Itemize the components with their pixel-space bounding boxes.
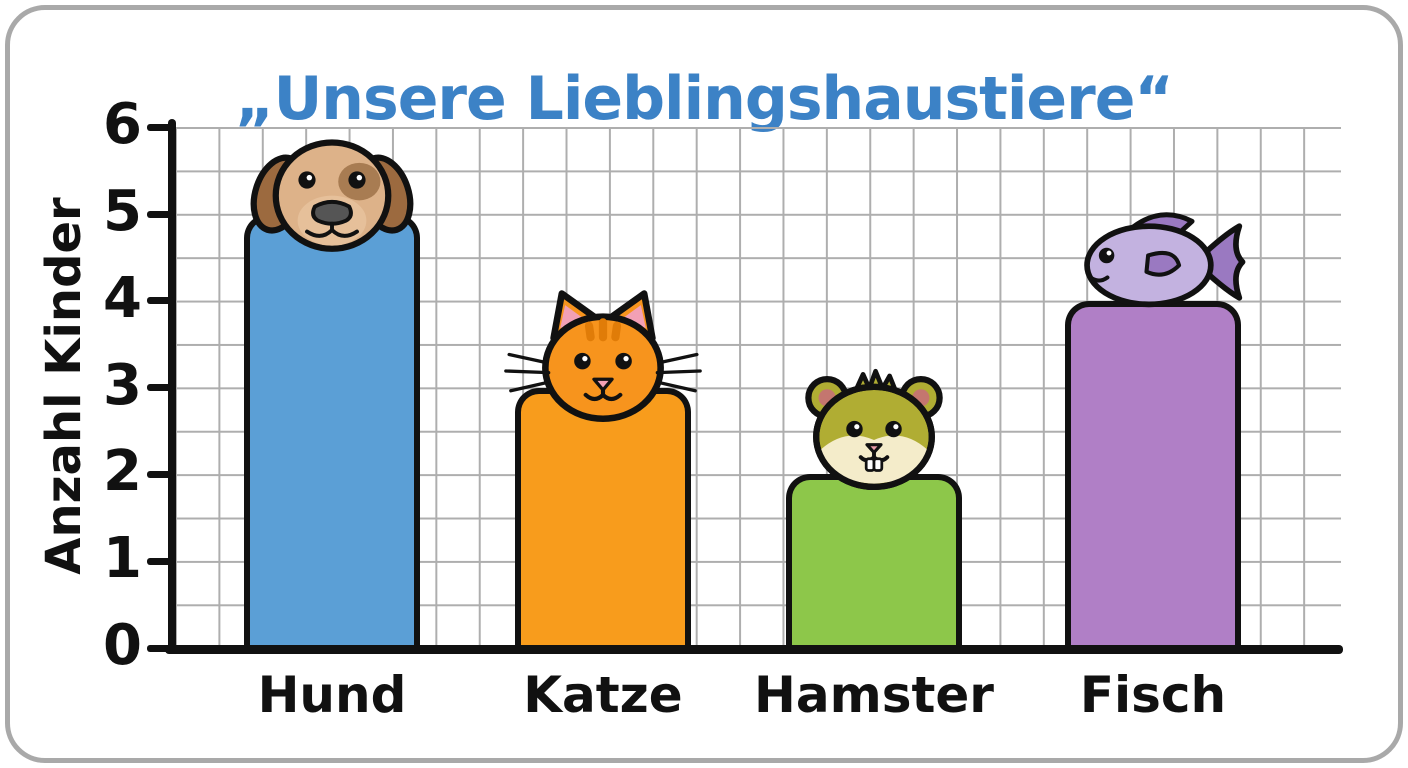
x-label-hund: Hund bbox=[257, 666, 407, 724]
chart-title: „Unsere Lieblingshaustiere“ bbox=[235, 64, 1174, 135]
y-tick-label-1: 1 bbox=[103, 526, 142, 592]
y-tick-4 bbox=[147, 297, 175, 305]
hamster-icon-holder bbox=[788, 365, 960, 490]
cat-icon-holder bbox=[504, 287, 702, 427]
dog-icon-holder bbox=[246, 130, 418, 255]
y-tick-6 bbox=[147, 123, 175, 131]
y-tick-label-3: 3 bbox=[103, 352, 142, 418]
fish-icon-holder bbox=[1055, 205, 1251, 319]
bar-hund bbox=[244, 214, 420, 652]
y-tick-label-5: 5 bbox=[103, 178, 142, 244]
dog-icon bbox=[250, 139, 414, 252]
y-tick-label-0: 0 bbox=[103, 612, 142, 678]
y-tick-5 bbox=[147, 210, 175, 218]
bar-hamster bbox=[786, 474, 962, 652]
x-label-hamster: Hamster bbox=[754, 666, 994, 724]
x-label-fisch: Fisch bbox=[1079, 666, 1227, 724]
fish-icon bbox=[1084, 212, 1246, 308]
y-tick-0 bbox=[147, 644, 175, 652]
y-tick-label-2: 2 bbox=[103, 439, 142, 505]
x-axis-line bbox=[165, 645, 1343, 654]
y-tick-label-6: 6 bbox=[103, 92, 142, 158]
cat-icon bbox=[504, 290, 702, 423]
hamster-icon bbox=[805, 368, 943, 490]
bar-fisch bbox=[1065, 300, 1241, 652]
bar-katze bbox=[515, 387, 691, 652]
y-tick-1 bbox=[147, 557, 175, 565]
x-label-katze: Katze bbox=[523, 666, 683, 724]
y-tick-3 bbox=[147, 384, 175, 392]
y-tick-2 bbox=[147, 470, 175, 478]
y-tick-label-4: 4 bbox=[103, 265, 142, 331]
